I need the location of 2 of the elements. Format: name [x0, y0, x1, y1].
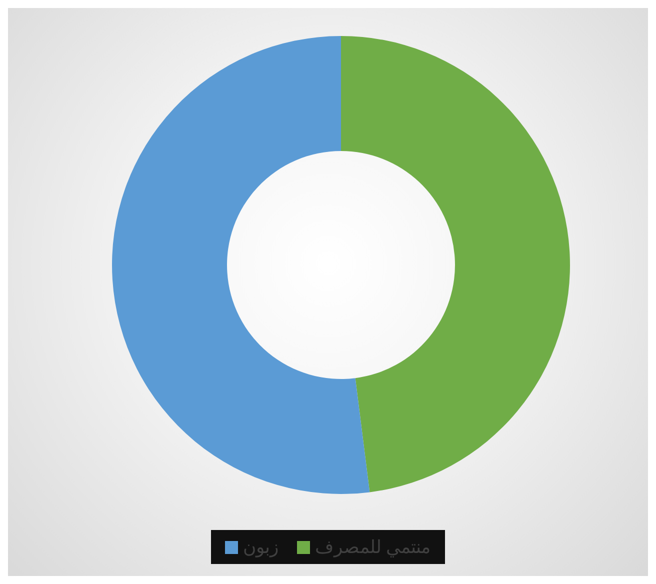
- donut-slice: [112, 36, 370, 494]
- donut-slice: [341, 36, 570, 492]
